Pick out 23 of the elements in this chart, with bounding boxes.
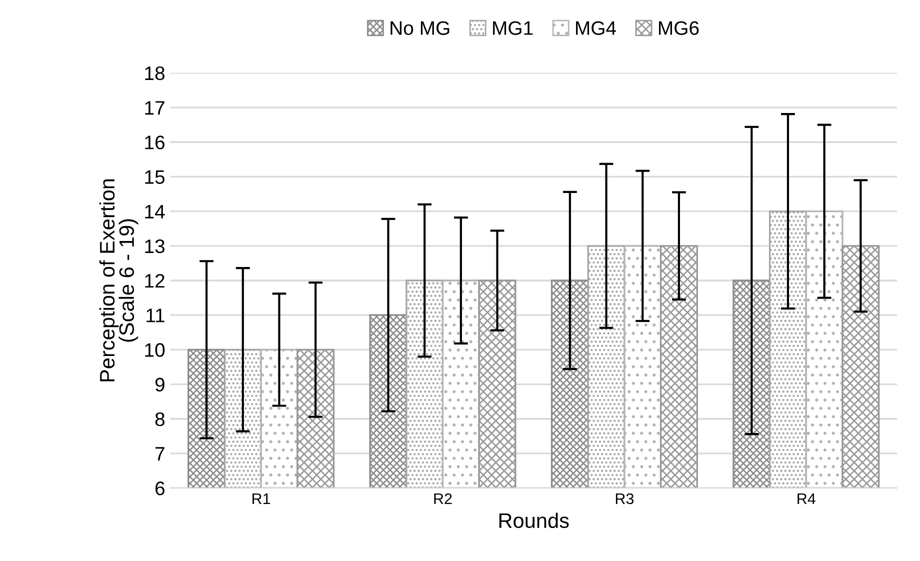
x-axis-title: Rounds <box>499 512 569 528</box>
x-tick-label: R2 <box>434 493 452 504</box>
legend-label: MG1 <box>493 21 533 35</box>
y-tick-label: 8 <box>155 412 164 426</box>
y-tick-label: 10 <box>145 343 165 357</box>
y-tick-label: 12 <box>145 274 164 288</box>
y-tick-label: 15 <box>145 170 165 184</box>
y-tick-label: 13 <box>145 239 164 254</box>
y-axis-title: Perception of Exertion (Scale 6 - 19) <box>99 179 138 382</box>
legend-label: No MG <box>390 21 450 35</box>
y-tick-label: 14 <box>145 204 165 218</box>
y-tick-label: 9 <box>155 378 164 392</box>
legend-label: MG6 <box>658 21 699 35</box>
y-tick-label: 6 <box>156 482 164 496</box>
y-tick-label: 17 <box>145 101 164 115</box>
x-tick-label: R3 <box>616 493 634 504</box>
y-tick-label: 11 <box>146 308 164 322</box>
y-tick-label: 18 <box>145 66 164 80</box>
y-tick-label: 16 <box>145 136 164 150</box>
x-tick-label: R4 <box>798 493 816 504</box>
x-tick-label: R1 <box>252 493 270 504</box>
legend-label: MG4 <box>576 21 616 35</box>
y-tick-label: 7 <box>156 447 164 461</box>
